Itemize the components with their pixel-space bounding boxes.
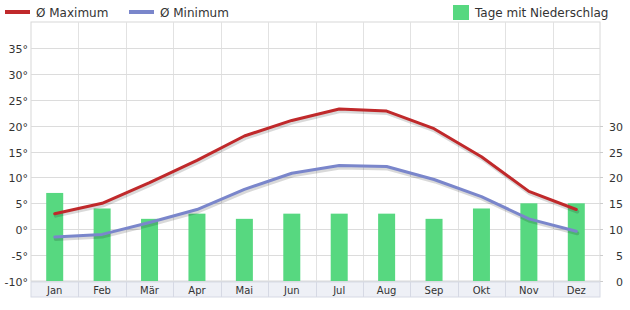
chart: -10° -5° 0° 5° 10° 15° 20° 25° 30° 35° 0 5 10 15 20 25 3… bbox=[0, 0, 630, 310]
y2-tick-label: 10 bbox=[609, 224, 623, 237]
y2-tick bbox=[600, 203, 603, 204]
x-tick-label: Sep bbox=[425, 285, 444, 296]
grid-line bbox=[31, 126, 600, 127]
x-band-divider bbox=[410, 282, 411, 297]
y2-tick-label: 15 bbox=[609, 198, 623, 211]
y2-tick-label: 30 bbox=[609, 121, 623, 134]
y-tick-label: 5° bbox=[16, 198, 29, 211]
grid-line bbox=[31, 100, 600, 101]
y-tick-label: -5° bbox=[12, 250, 28, 263]
bar bbox=[283, 214, 300, 281]
grid-line-vertical bbox=[505, 22, 506, 281]
grid-line bbox=[31, 203, 600, 204]
legend-label: Ø Maximum bbox=[36, 6, 108, 20]
x-tick-label: Jun bbox=[283, 285, 300, 296]
plot-frame bbox=[31, 22, 600, 281]
x-band-divider bbox=[173, 282, 174, 297]
x-tick-label: Okt bbox=[473, 285, 491, 296]
x-band-divider bbox=[221, 282, 222, 297]
x-tick-label: Mai bbox=[236, 285, 254, 296]
grid-line bbox=[31, 177, 600, 178]
bar bbox=[236, 219, 253, 281]
line-shadow bbox=[56, 111, 578, 216]
y-tick-label: 10° bbox=[9, 172, 29, 185]
y-tick-label: 35° bbox=[9, 43, 29, 56]
bar bbox=[331, 214, 348, 281]
bar bbox=[568, 203, 585, 281]
x-band-divider bbox=[458, 282, 459, 297]
grid-line-vertical bbox=[553, 22, 554, 281]
legend-swatch bbox=[129, 10, 154, 14]
y2-tick bbox=[600, 177, 603, 178]
y-tick-label: 20° bbox=[9, 121, 29, 134]
x-tick-label: Apr bbox=[188, 285, 206, 296]
y2-tick bbox=[600, 255, 603, 256]
y2-tick bbox=[600, 126, 603, 127]
x-axis-band bbox=[31, 282, 600, 297]
bar bbox=[188, 214, 205, 281]
y2-tick-label: 5 bbox=[616, 250, 623, 263]
y-tick-label: 30° bbox=[9, 69, 29, 82]
y2-tick-label: 0 bbox=[616, 276, 623, 289]
x-tick-label: Aug bbox=[377, 285, 397, 296]
grid-line-vertical bbox=[458, 22, 459, 281]
x-band-divider bbox=[268, 282, 269, 297]
grid-line-vertical bbox=[126, 22, 127, 281]
grid-line bbox=[31, 255, 600, 256]
y2-tick-label: 25 bbox=[609, 147, 623, 160]
y2-tick bbox=[600, 152, 603, 153]
y2-tick bbox=[600, 229, 603, 230]
line bbox=[55, 109, 577, 214]
x-tick-label: Nov bbox=[519, 285, 539, 296]
y-tick-label: 0° bbox=[16, 224, 29, 237]
line bbox=[55, 165, 577, 236]
legend-swatch bbox=[453, 5, 469, 20]
x-tick-label: Jan bbox=[46, 285, 62, 296]
grid-line-vertical bbox=[410, 22, 411, 281]
plot-area bbox=[46, 109, 585, 281]
grid-line bbox=[31, 74, 600, 75]
x-tick-label: Feb bbox=[93, 285, 111, 296]
x-band-divider bbox=[553, 282, 554, 297]
bar bbox=[426, 219, 443, 281]
x-tick-label: Jul bbox=[332, 285, 345, 296]
y-tick-label: 25° bbox=[9, 95, 29, 108]
grid-line bbox=[31, 48, 600, 49]
x-band-divider bbox=[316, 282, 317, 297]
y-tick-label: 15° bbox=[9, 147, 29, 160]
x-band-divider bbox=[505, 282, 506, 297]
grid-line-vertical bbox=[268, 22, 269, 281]
grid-line-vertical bbox=[78, 22, 79, 281]
x-band-divider bbox=[78, 282, 79, 297]
grid-line-vertical bbox=[316, 22, 317, 281]
y-tick-label: -10° bbox=[5, 276, 28, 289]
y2-tick-label: 20 bbox=[609, 172, 623, 185]
x-band-divider bbox=[363, 282, 364, 297]
grid-line bbox=[31, 152, 600, 153]
bar bbox=[473, 208, 490, 281]
x-tick-label: Mär bbox=[140, 285, 160, 296]
legend-label: Tage mit Niederschlag bbox=[474, 6, 608, 20]
grid-line-vertical bbox=[363, 22, 364, 281]
x-band-divider bbox=[126, 282, 127, 297]
grid-line-vertical bbox=[173, 22, 174, 281]
bar bbox=[378, 214, 395, 281]
legend-label: Ø Minimum bbox=[160, 6, 229, 20]
x-tick-label: Dez bbox=[567, 285, 586, 296]
legend-swatch bbox=[5, 10, 30, 14]
bar bbox=[94, 208, 111, 281]
